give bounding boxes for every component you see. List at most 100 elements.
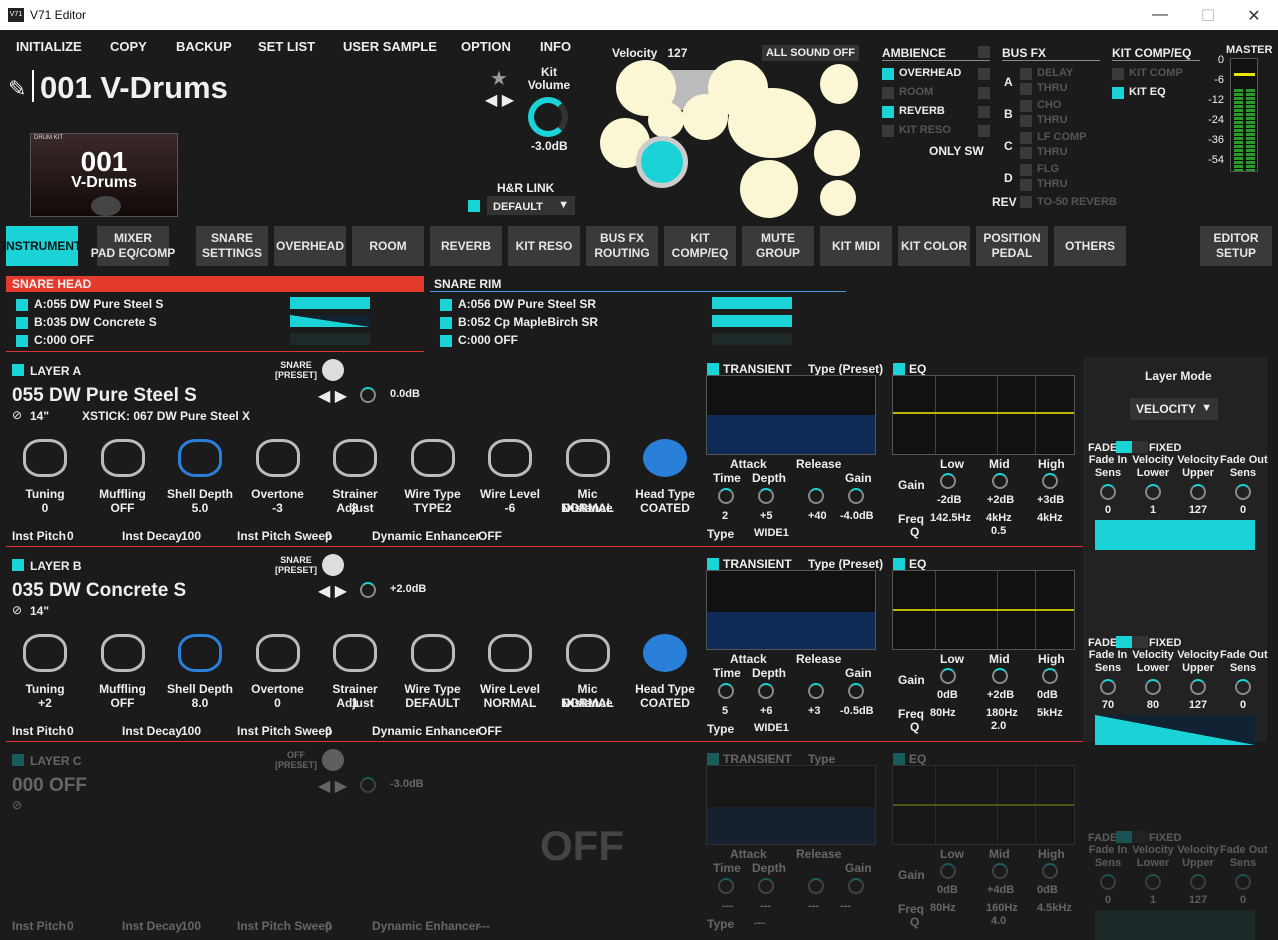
eq-knob-1-2[interactable] <box>1042 668 1058 684</box>
edit-icon[interactable]: ✎ <box>8 76 27 101</box>
snare-head-checkbox-1[interactable] <box>16 317 28 329</box>
snare-rim-item-2[interactable]: C:000 OFF <box>458 333 519 347</box>
velocity-range-bar-0[interactable] <box>1095 520 1255 550</box>
eq-knob-0-2[interactable] <box>1042 473 1058 489</box>
layer-inst-name-1[interactable]: 035 DW Concrete S <box>12 580 187 601</box>
param-icon-0-3[interactable] <box>255 439 300 477</box>
fade-knob-1-0[interactable] <box>1100 679 1116 695</box>
busfx-checkbox-2-0[interactable] <box>1020 132 1032 144</box>
snare-head-item-2[interactable]: C:000 OFF <box>34 333 95 347</box>
tab-2[interactable]: SNARE SETTINGS <box>196 226 268 266</box>
kitcomp-checkbox-0[interactable] <box>1112 68 1124 80</box>
snare-rim-bar-2[interactable] <box>712 333 792 345</box>
layer-inst-name-0[interactable]: 055 DW Pure Steel S <box>12 385 197 406</box>
maximize-button[interactable]: ☐ <box>1200 8 1216 25</box>
menu-item-1[interactable]: COPY <box>110 39 147 54</box>
snare-head-bar-2[interactable] <box>290 333 370 345</box>
pad-aux[interactable] <box>820 64 858 104</box>
busfx-checkbox-3-1[interactable] <box>1020 179 1032 191</box>
ambience-master-toggle[interactable] <box>978 46 990 58</box>
layer-gain-knob-2[interactable] <box>360 777 376 793</box>
master-fader[interactable] <box>1234 73 1255 76</box>
eq-graph-0[interactable] <box>892 375 1075 455</box>
param-icon-0-5[interactable] <box>410 439 455 477</box>
pad-tom2[interactable] <box>682 94 728 140</box>
transient-knob-1-1[interactable] <box>758 683 774 699</box>
eq-knob-1-0[interactable] <box>940 668 956 684</box>
snare-head-item-1[interactable]: B:035 DW Concrete S <box>34 315 157 329</box>
ambience-only-toggle-0[interactable] <box>978 68 990 80</box>
eq-knob-0-1[interactable] <box>992 473 1008 489</box>
param-icon-1-5[interactable] <box>410 634 455 672</box>
all-sound-off-button[interactable]: ALL SOUND OFF <box>762 45 859 61</box>
fade-knob-2-3[interactable] <box>1235 874 1251 890</box>
ambience-checkbox-3[interactable] <box>882 125 894 137</box>
eq-graph-1[interactable] <box>892 570 1075 650</box>
fade-knob-0-3[interactable] <box>1235 484 1251 500</box>
fade-knob-1-2[interactable] <box>1190 679 1206 695</box>
eq-knob-0-0[interactable] <box>940 473 956 489</box>
transient-checkbox-2[interactable] <box>707 753 719 765</box>
param-icon-1-4[interactable] <box>333 634 377 672</box>
snare-rim-item-1[interactable]: B:052 Cp MapleBirch SR <box>458 315 599 329</box>
param-icon-1-1[interactable] <box>100 634 145 672</box>
fade-knob-2-2[interactable] <box>1190 874 1206 890</box>
transient-checkbox-1[interactable] <box>707 558 719 570</box>
busfx-rev-checkbox[interactable] <box>1020 196 1032 208</box>
transient-graph-0[interactable] <box>706 375 876 455</box>
tab-5[interactable]: REVERB <box>430 226 502 266</box>
param-icon-0-1[interactable] <box>100 439 145 477</box>
layer-gain-knob-0[interactable] <box>360 387 376 403</box>
transient-type-2[interactable]: Type <box>808 752 836 766</box>
fade-knob-0-1[interactable] <box>1145 484 1161 500</box>
param-icon-0-8[interactable] <box>643 439 687 477</box>
ambience-only-toggle-3[interactable] <box>978 125 990 137</box>
param-icon-0-4[interactable] <box>333 439 377 477</box>
layer-inst-name-2[interactable]: 000 OFF <box>12 775 87 796</box>
transient-checkbox-0[interactable] <box>707 363 719 375</box>
pad-snare-selected[interactable] <box>636 136 688 188</box>
param-icon-0-7[interactable] <box>565 439 610 477</box>
snare-rim-bar-1[interactable] <box>712 315 792 327</box>
ambience-checkbox-1[interactable] <box>882 87 894 99</box>
menu-item-3[interactable]: SET LIST <box>258 39 316 54</box>
ambience-only-toggle-1[interactable] <box>978 87 990 99</box>
eq-graph-2[interactable] <box>892 765 1075 845</box>
layer-prev-next-arrows-2[interactable]: ◀ ▶ <box>318 778 348 795</box>
fade-toggle-2[interactable] <box>1116 831 1132 843</box>
transient-type-0[interactable]: Type (Preset) <box>808 362 884 376</box>
fade-knob-2-0[interactable] <box>1100 874 1116 890</box>
tab-11[interactable]: KIT COLOR <box>898 226 970 266</box>
transient-knob-0-2[interactable] <box>808 488 824 504</box>
minimize-button[interactable]: — <box>1152 6 1168 23</box>
tab-0[interactable]: INSTRUMENT <box>3 226 81 266</box>
tab-14[interactable]: EDITOR SETUP <box>1200 226 1272 266</box>
snare-rim-checkbox-1[interactable] <box>440 317 452 329</box>
layer-mode-select[interactable]: VELOCITY ▼ <box>1130 398 1218 420</box>
snare-rim-item-0[interactable]: A:056 DW Pure Steel SR <box>458 297 597 311</box>
snare-head-bar-1[interactable] <box>290 315 370 327</box>
layer-prev-next-arrows-0[interactable]: ◀ ▶ <box>318 388 348 405</box>
transient-type-1[interactable]: Type (Preset) <box>808 557 884 571</box>
menu-item-2[interactable]: BACKUP <box>176 39 232 54</box>
busfx-checkbox-0-1[interactable] <box>1020 83 1032 95</box>
close-button[interactable]: ✕ <box>1247 8 1261 25</box>
transient-knob-1-0[interactable] <box>718 683 734 699</box>
layer-checkbox-1[interactable] <box>12 559 24 571</box>
kit-name[interactable]: 001 V-Drums <box>40 70 228 105</box>
fixed-toggle-2[interactable] <box>1132 831 1148 843</box>
eq-knob-2-1[interactable] <box>992 863 1008 879</box>
menu-item-5[interactable]: OPTION <box>461 39 511 54</box>
transient-graph-1[interactable] <box>706 570 876 650</box>
tab-12[interactable]: POSITION PEDAL <box>976 226 1048 266</box>
param-icon-1-8[interactable] <box>643 634 687 672</box>
param-icon-1-0[interactable] <box>23 634 67 672</box>
pad-tom1[interactable] <box>648 102 684 138</box>
param-icon-1-7[interactable] <box>565 634 610 672</box>
snare-rim-checkbox-0[interactable] <box>440 299 452 311</box>
tab-1[interactable]: MIXER PAD EQ/COMP <box>91 226 175 266</box>
busfx-checkbox-1-1[interactable] <box>1020 115 1032 127</box>
transient-graph-2[interactable] <box>706 765 876 845</box>
pad-ride[interactable] <box>728 88 816 158</box>
param-icon-0-0[interactable] <box>23 439 67 477</box>
